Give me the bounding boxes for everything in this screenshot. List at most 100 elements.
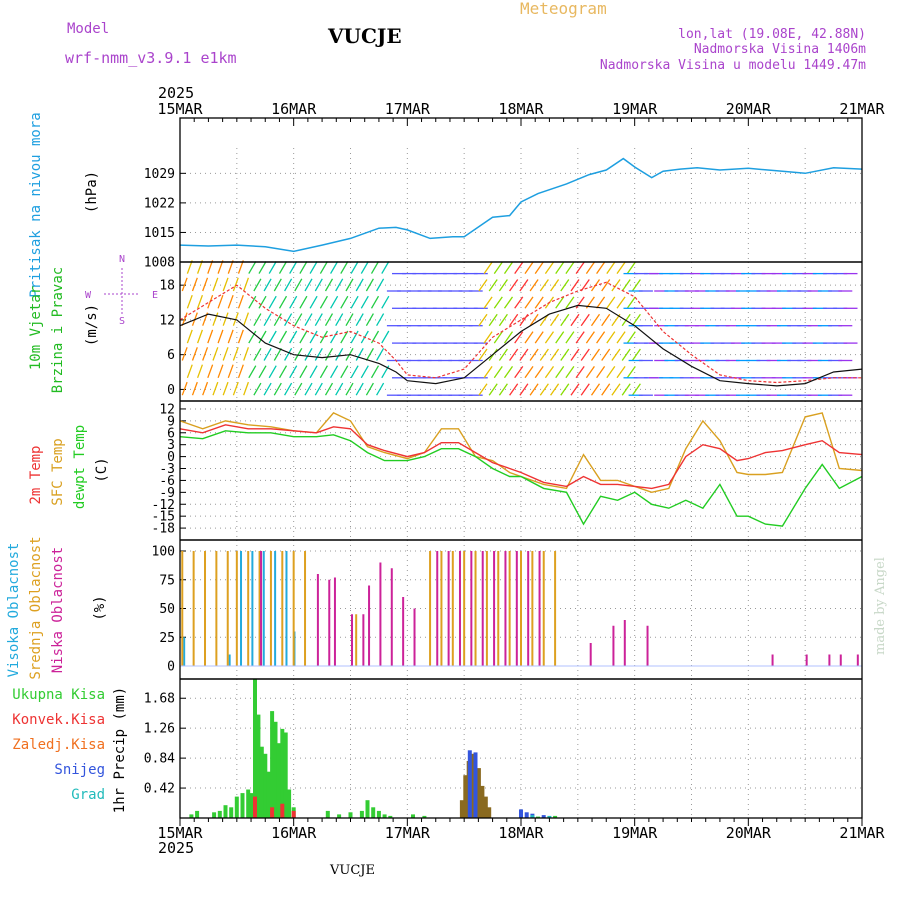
wind-arrow [488,313,498,327]
time-label-bottom: 19MAR [612,824,658,842]
wind-arrow [299,330,308,344]
y-tick-label: 1015 [144,226,175,241]
wind-arrow [606,331,616,344]
credit-watermark: made by Angel [873,557,888,655]
snow-bar [467,750,472,818]
y-tick-label: 1.26 [144,722,175,737]
y-tick-label: 0 [167,383,175,398]
wind-arrow [222,277,229,292]
wind-arrow [278,365,288,379]
time-label-bottom: 16MAR [271,824,317,842]
wind-arrow [227,329,234,344]
wind-arrow [365,313,374,327]
precip-total-bar [212,812,217,818]
plot-frame [179,117,863,819]
wind-arrow [514,261,524,274]
wind-arrow [340,261,349,274]
wind-arrow [570,383,580,396]
wind-arrow [304,313,313,327]
y-tick-label: 100 [152,545,175,560]
precip-total-bar [382,814,387,818]
wind-arrow [340,365,349,379]
wind-arrow [565,261,575,274]
wind-arrow [222,381,229,396]
wind-arrow [514,296,524,309]
y-tick-label: -15 [152,510,175,525]
wind-arrow [616,296,626,309]
wind-arrow [355,313,364,327]
wind-arrow [289,365,298,379]
wind-arrow [601,383,611,396]
compass-south: S [119,316,125,327]
precip-conv-bar [270,807,275,818]
wind-arrow [289,295,298,309]
precip-total-bar [249,793,254,818]
precip-total-bar [365,800,370,818]
wind-arrow [570,279,580,292]
wind-arrow [631,279,641,292]
precip-legend-item: Snijeg [54,762,105,778]
precip-conv-bar [280,803,285,818]
wind-arrow [207,364,214,379]
wind-arrow [253,313,262,327]
wind-arrow [606,261,616,274]
wind-arrow [253,382,262,396]
wind-arrow [601,313,611,327]
wind-arrow [273,278,282,292]
precip-total-bar [422,815,427,818]
precip-grid: 0.42 0.84 1.26 1.68 [144,679,862,818]
time-label-bottom: 20MAR [726,824,772,842]
wind-arrow [544,261,555,274]
wind-arrow [186,364,193,379]
precip-frz-bar [480,785,485,818]
wind-arrow [217,329,224,344]
precip-total-bar [276,743,281,818]
model-name: wrf-nmm_v3.9.1 e1km [65,49,237,67]
wind-arrow [196,294,204,309]
wind-arrow [575,296,585,309]
wind-arrow [483,261,493,274]
wind-arrow [284,382,293,396]
wind-arrow [350,365,359,379]
wind-arrow [498,279,508,292]
wind-arrow [360,365,369,379]
time-label-top: 20MAR [726,100,772,118]
wind-arrow [284,347,293,361]
wind-arrow [232,277,239,292]
wind-arrow [248,365,257,379]
y-tick-label: 1.68 [144,692,175,707]
wind-arrow [340,295,349,309]
wind-arrow [560,313,570,327]
precip-total-bar [270,711,275,818]
y-tick-label: 0.42 [144,782,175,797]
model-altitude-label: Nadmorska Visina u modelu 1449.47m [600,58,866,73]
wind-ylabel-2: Brzina i Pravac [50,267,66,393]
wind-arrow [278,330,288,344]
compass-west: W [85,290,92,301]
wind-arrow [544,331,555,344]
wind-arrow [365,347,374,361]
wind-arrow [355,278,364,292]
y-tick-label: 50 [159,602,175,617]
y-tick-label: 3 [167,438,175,453]
precip-total-bar [553,815,558,818]
wind-arrow [324,382,334,396]
year-label-top: 2025 [158,84,194,102]
wind-gust-line [179,281,862,384]
wind-arrow [294,278,303,292]
wind-arrow [550,383,560,396]
precip-total-bar [359,810,364,818]
wind-arrow [181,277,188,292]
wind-arrow [580,313,590,327]
temp-2m-line [179,424,863,490]
wind-arrow [596,261,606,274]
precip-frz-bar [483,796,488,818]
wind-arrow [345,278,354,292]
snow-bar [541,815,546,818]
wind-arrow [585,261,595,274]
time-label-bottom: 15MAR [157,824,203,842]
wind-arrow [550,313,560,327]
y-tick-label: -12 [152,498,175,513]
